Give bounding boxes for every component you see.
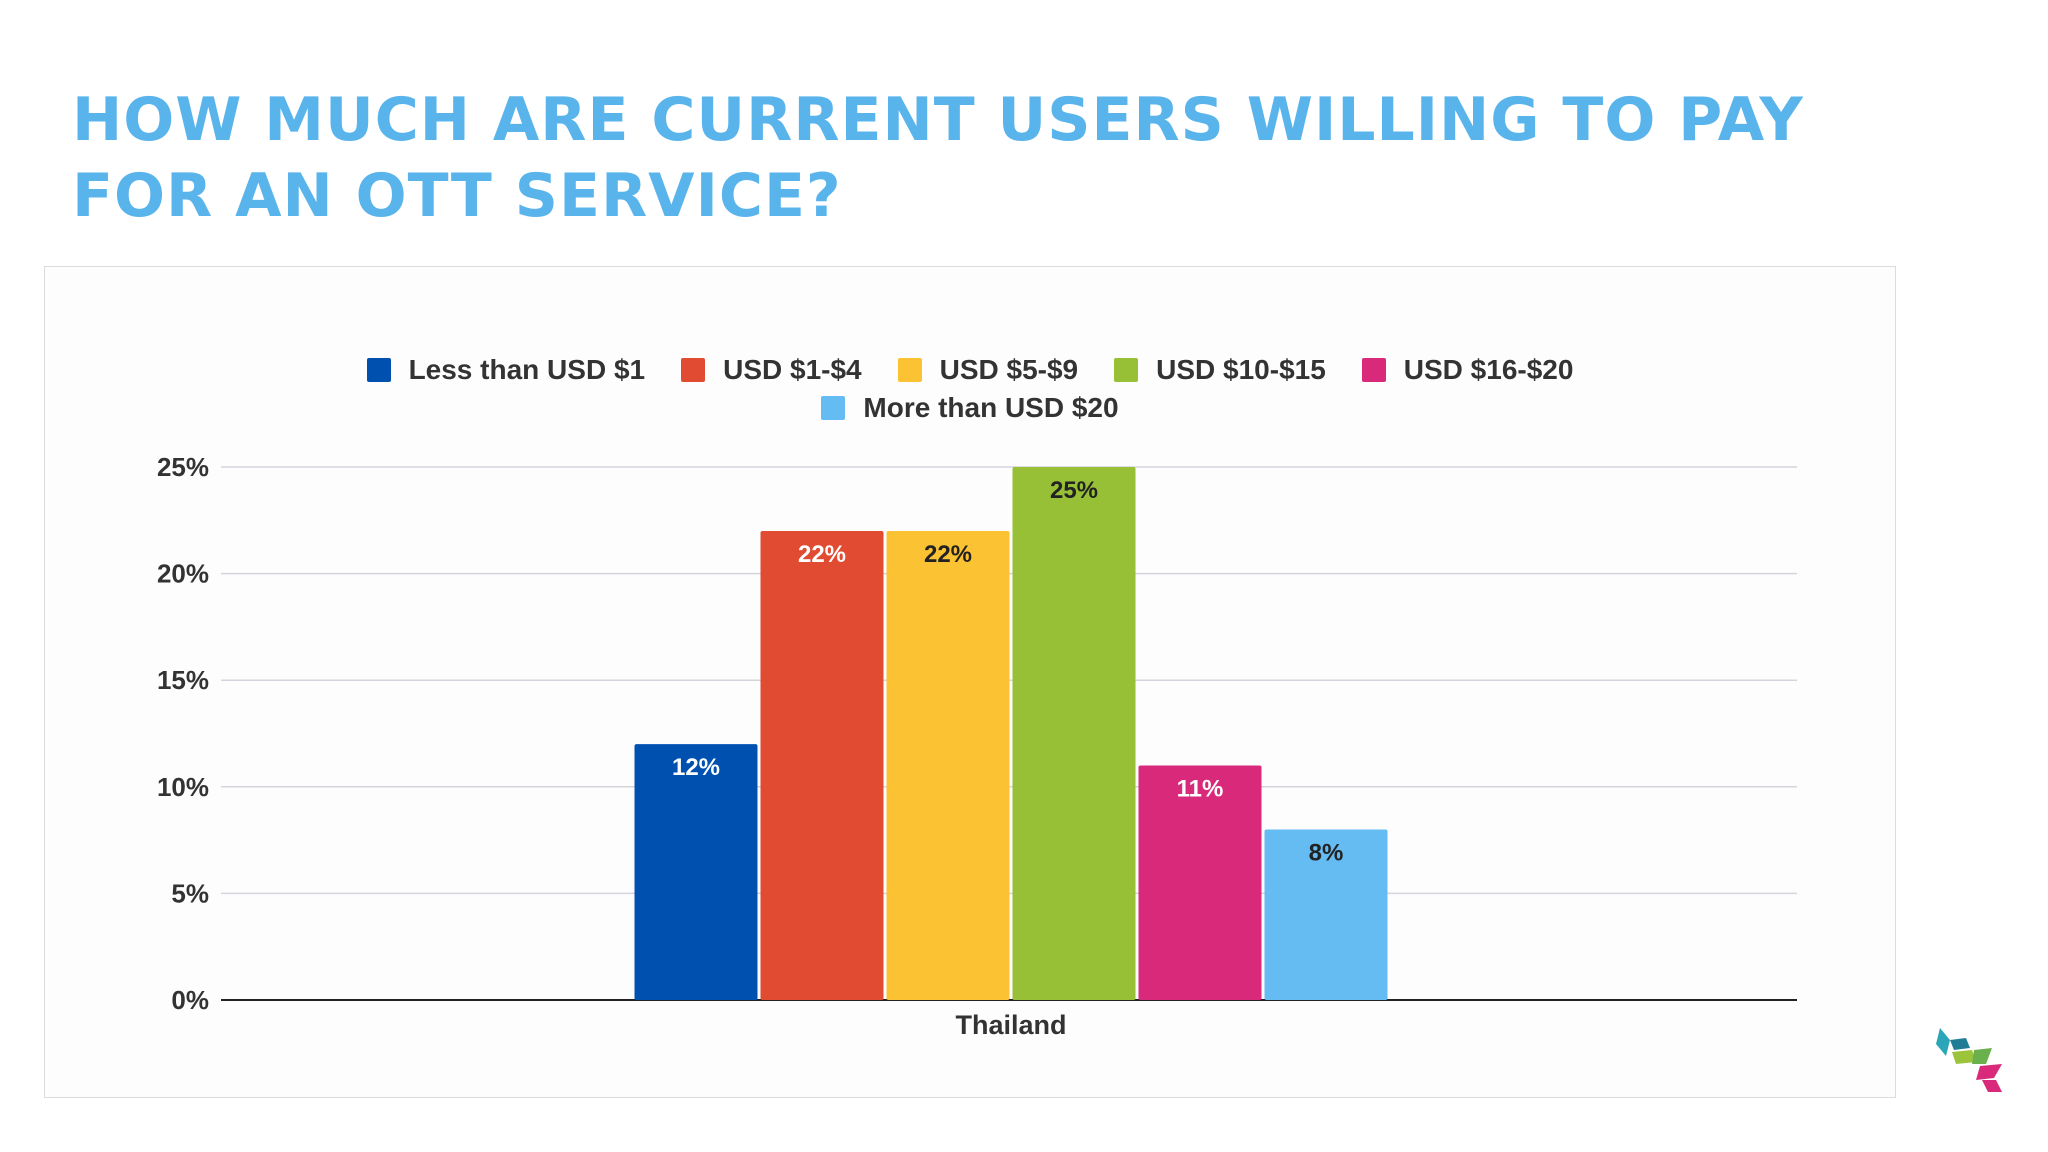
data-label: 25% — [1050, 477, 1098, 504]
bar — [886, 530, 1010, 1000]
data-label: 12% — [672, 754, 720, 781]
data-label: 22% — [924, 541, 972, 568]
cube-logo-icon — [1936, 1028, 2002, 1092]
bar — [1012, 467, 1136, 1000]
legend-item: More than USD $20 — [821, 392, 1119, 423]
y-tick-label: 10% — [157, 772, 209, 802]
bar — [1264, 829, 1388, 1000]
y-tick-label: 20% — [157, 559, 209, 589]
legend-item: USD $10-$15 — [1114, 354, 1326, 385]
legend-item: USD $5-$9 — [897, 354, 1079, 385]
legend-label: USD $1-$4 — [723, 354, 862, 385]
slide-title: HOW MUCH ARE CURRENT USERS WILLING TO PA… — [72, 85, 1804, 231]
x-category-label: Thailand — [955, 1010, 1066, 1040]
data-label: 11% — [1177, 775, 1224, 802]
chart-legend: Less than USD $1 USD $1-$4 USD $5-$9 USD $1… — [45, 354, 1895, 423]
bar — [760, 530, 884, 1000]
legend-label: USD $10-$15 — [1156, 354, 1326, 385]
data-label: 8% — [1309, 839, 1344, 866]
legend-label: More than USD $20 — [863, 392, 1119, 423]
legend-label: Less than USD $1 — [408, 354, 646, 385]
legend-swatch — [681, 358, 706, 382]
legend-swatch — [1114, 358, 1139, 382]
chart-container: Less than USD $1 USD $1-$4 USD $5-$9 USD $1… — [44, 266, 1896, 1098]
legend-swatch — [897, 358, 922, 382]
legend-swatch — [1361, 358, 1386, 382]
y-tick-label: 5% — [171, 878, 209, 908]
bar — [634, 744, 758, 1000]
legend-label: USD $16-$20 — [1403, 354, 1574, 385]
data-label: 22% — [798, 541, 846, 568]
bar-chart: 0% 5% 10% 15% 20% 25% 12% 22% 22% 25% 11% 8% Thailan… — [157, 452, 1797, 1040]
y-tick-label: 25% — [157, 452, 209, 482]
y-tick-label: 0% — [171, 985, 209, 1015]
legend-item: USD $16-$20 — [1361, 354, 1574, 385]
legend-swatch — [821, 396, 846, 420]
legend-item: USD $1-$4 — [681, 354, 862, 385]
bar — [1138, 765, 1262, 1000]
legend-label: USD $5-$9 — [939, 354, 1079, 385]
legend-item: Less than USD $1 — [366, 354, 646, 385]
legend-swatch — [366, 358, 391, 382]
y-tick-label: 15% — [157, 665, 209, 695]
